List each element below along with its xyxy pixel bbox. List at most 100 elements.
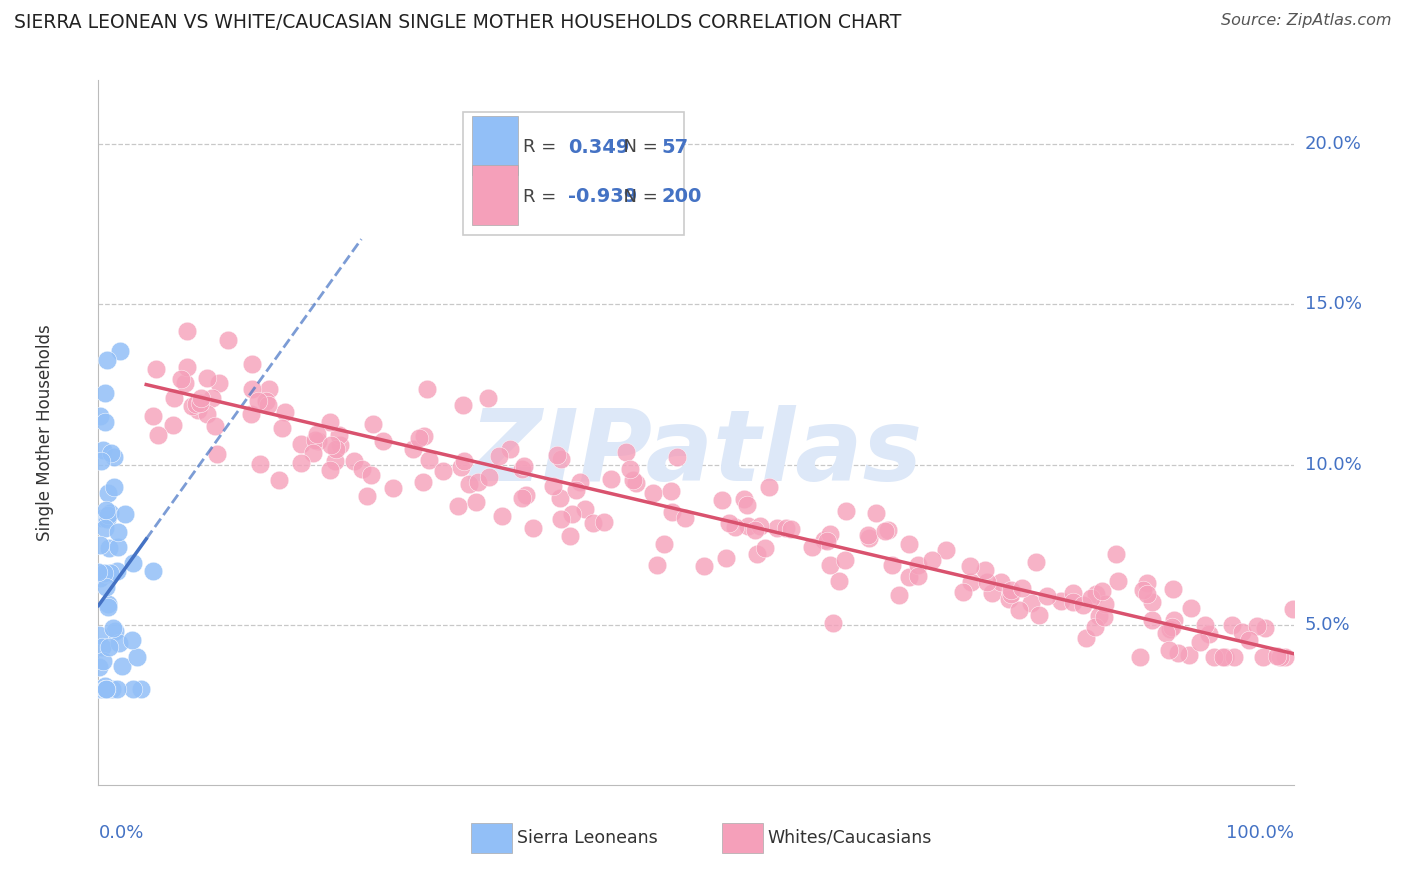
Point <box>450 460 472 475</box>
Point <box>163 391 186 405</box>
Point <box>1198 627 1220 641</box>
Point <box>1011 581 1033 595</box>
Point <box>162 417 184 432</box>
Point <box>273 405 295 419</box>
Point <box>834 552 856 566</box>
Point <box>323 454 346 468</box>
Point <box>865 506 887 520</box>
Point <box>195 407 218 421</box>
Point <box>94 520 117 534</box>
Point <box>257 398 280 412</box>
Point <box>242 382 264 396</box>
Point <box>976 575 998 590</box>
Point <box>418 452 440 467</box>
Point <box>465 495 488 509</box>
Point <box>94 385 117 400</box>
Point <box>582 516 605 531</box>
Point <box>321 438 343 452</box>
Point <box>499 442 522 456</box>
Point <box>98 541 121 555</box>
Point <box>1159 643 1181 657</box>
Point <box>510 462 533 476</box>
Point <box>766 521 789 535</box>
Text: 15.0%: 15.0% <box>1305 295 1361 313</box>
Point <box>148 427 170 442</box>
Point <box>873 524 896 539</box>
Point <box>974 563 997 577</box>
Point <box>89 409 111 424</box>
Point <box>114 507 136 521</box>
Point <box>522 521 544 535</box>
Point <box>665 450 688 465</box>
Point <box>121 632 143 647</box>
Point <box>325 442 347 456</box>
Point <box>858 532 880 546</box>
Point <box>98 566 121 580</box>
Point <box>290 436 312 450</box>
Point <box>775 521 797 535</box>
Point <box>319 463 342 477</box>
Point <box>89 538 111 552</box>
Point <box>749 519 772 533</box>
Point <box>90 640 112 654</box>
Point <box>641 485 664 500</box>
Point <box>190 391 212 405</box>
Point <box>574 502 596 516</box>
Point <box>107 540 129 554</box>
Point <box>1140 594 1163 608</box>
Point <box>758 480 780 494</box>
Point <box>512 491 534 505</box>
Point <box>91 681 114 696</box>
Point <box>188 396 211 410</box>
Point <box>619 462 641 476</box>
Point <box>952 585 974 599</box>
Point <box>307 426 329 441</box>
Text: 57: 57 <box>661 137 689 157</box>
Point <box>834 504 856 518</box>
Point <box>1140 613 1163 627</box>
Point <box>180 399 202 413</box>
Point <box>889 588 911 602</box>
Point <box>491 508 513 523</box>
Point <box>1265 648 1288 663</box>
Point <box>718 516 741 530</box>
Point <box>1036 589 1059 603</box>
Point <box>100 681 122 696</box>
Point <box>90 454 112 468</box>
Point <box>1132 583 1154 598</box>
Point <box>1223 649 1246 664</box>
Point <box>195 370 218 384</box>
Point <box>94 679 117 693</box>
Point <box>451 398 474 412</box>
FancyBboxPatch shape <box>472 116 517 176</box>
Point <box>97 508 120 523</box>
Point <box>821 615 844 630</box>
Point <box>105 681 128 696</box>
Point <box>652 537 675 551</box>
FancyBboxPatch shape <box>723 823 763 853</box>
Point <box>477 391 499 405</box>
Point <box>828 574 851 589</box>
Point <box>184 397 207 411</box>
Point <box>97 597 120 611</box>
Point <box>1000 587 1022 601</box>
Text: Whites/Caucasians: Whites/Caucasians <box>768 829 932 847</box>
Point <box>121 681 143 696</box>
Point <box>360 468 382 483</box>
Point <box>94 415 117 429</box>
Point <box>548 491 571 505</box>
Point <box>96 503 118 517</box>
Point <box>328 428 350 442</box>
Point <box>515 488 537 502</box>
Point <box>754 541 776 555</box>
Point <box>217 333 239 347</box>
Point <box>96 681 118 696</box>
Point <box>240 357 263 371</box>
Point <box>488 450 510 464</box>
Point <box>1028 608 1050 623</box>
Point <box>714 550 737 565</box>
FancyBboxPatch shape <box>471 823 512 853</box>
Point <box>600 472 623 486</box>
Point <box>122 556 145 570</box>
Point <box>103 450 125 464</box>
